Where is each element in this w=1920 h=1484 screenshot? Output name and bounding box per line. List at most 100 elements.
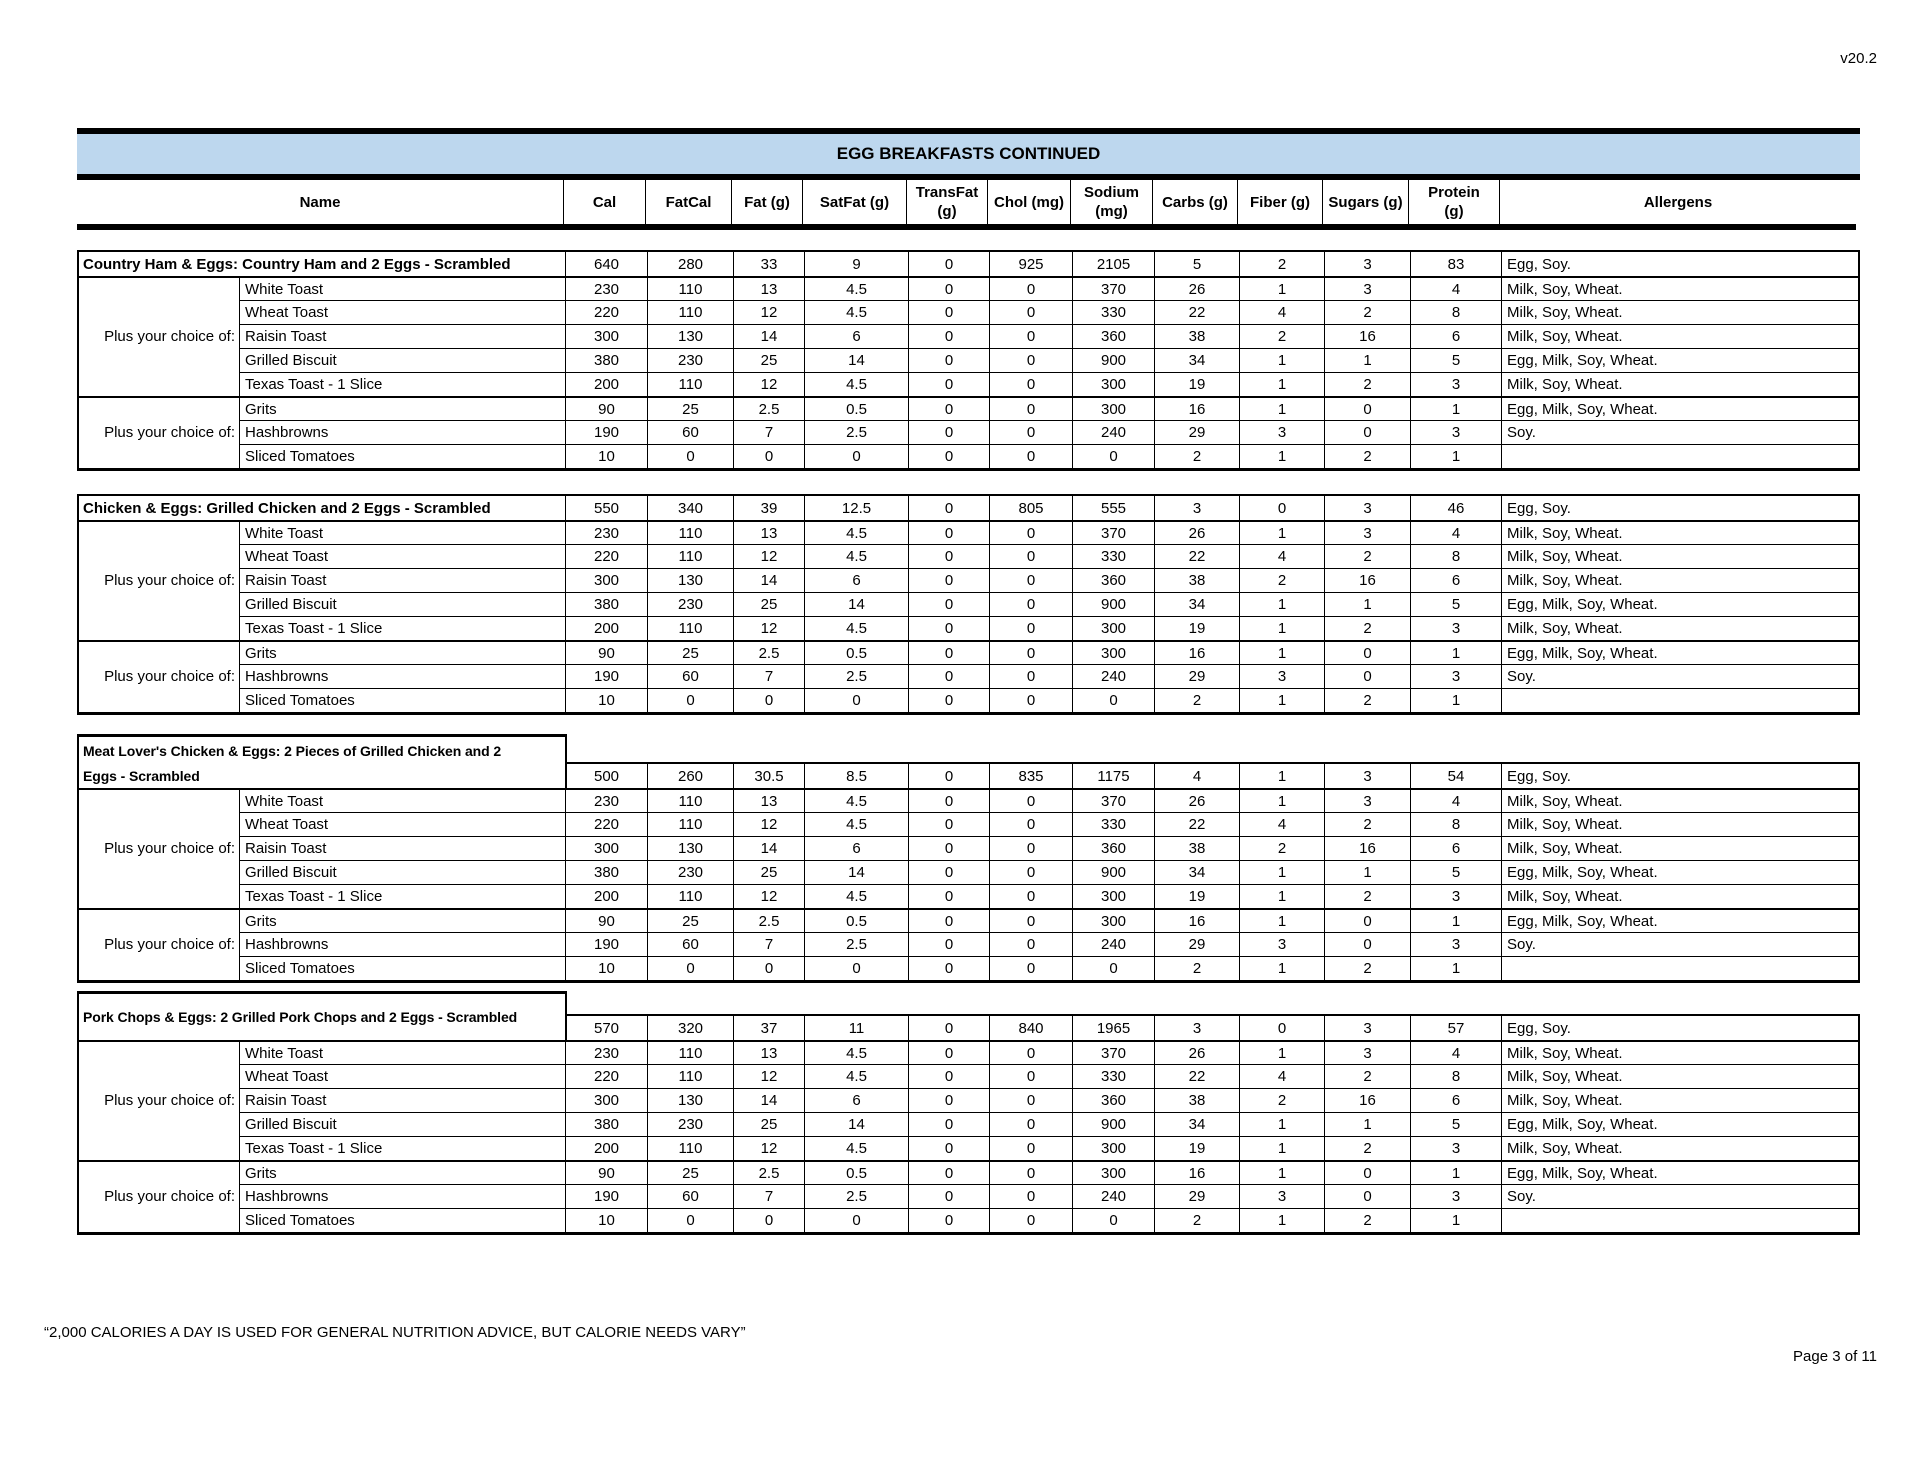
cell-cal: 90 [565,1160,647,1184]
cell-allergens: Egg, Soy. [1501,764,1858,788]
choice-row: Wheat Toast 220 110 12 4.5 0 0 330 22 4 2 8 Milk, So… [79,300,1858,324]
cell-protein: 4 [1410,276,1501,300]
cell-cal: 230 [565,520,647,544]
cell-chol: 0 [989,1136,1072,1160]
cell-name: Wheat Toast [239,812,565,836]
cell-sugars: 0 [1324,932,1410,956]
cell-sodium: 240 [1072,664,1154,688]
cell-fatcal: 110 [647,1064,733,1088]
cell-protein: 46 [1410,496,1501,520]
cell-name: Texas Toast - 1 Slice [239,884,565,908]
cell-allergens: Milk, Soy, Wheat. [1501,300,1858,324]
cell-fat: 12 [733,812,804,836]
cell-allergens [1501,956,1858,980]
cell-fatcal: 130 [647,1088,733,1112]
cell-fat: 0 [733,1208,804,1232]
cell-cal: 380 [565,1112,647,1136]
cell-carbs: 19 [1154,372,1239,396]
cell-name: Grits [239,1160,565,1184]
cell-allergens: Milk, Soy, Wheat. [1501,1136,1858,1160]
cell-name: Grits [239,396,565,420]
cell-carbs: 29 [1154,664,1239,688]
cell-carbs: 34 [1154,860,1239,884]
cell-fiber: 1 [1239,592,1324,616]
cell-fiber: 1 [1239,1112,1324,1136]
cell-cal: 10 [565,956,647,980]
choice-label [79,1064,239,1088]
cell-transfat: 0 [908,860,989,884]
cell-name: Raisin Toast [239,324,565,348]
cell-sodium: 360 [1072,324,1154,348]
cell-satfat: 4.5 [804,1040,908,1064]
cell-sodium: 370 [1072,276,1154,300]
cell-name: Grits [239,908,565,932]
cell-cal: 90 [565,908,647,932]
cell-fat: 12 [733,544,804,568]
cell-cal: 300 [565,836,647,860]
choice-label [79,956,239,980]
menu-section: Meat Lover's Chicken & Eggs: 2 Pieces of… [77,734,1860,983]
cell-fiber: 4 [1239,300,1324,324]
cell-fat: 12 [733,300,804,324]
choice-label [79,884,239,908]
cell-chol: 0 [989,1112,1072,1136]
cell-fat: 7 [733,420,804,444]
cell-sodium: 0 [1072,444,1154,468]
cell-sugars: 1 [1324,1112,1410,1136]
cell-carbs: 22 [1154,1064,1239,1088]
cell-fiber: 1 [1239,372,1324,396]
cell-fiber: 1 [1239,908,1324,932]
cell-satfat: 4.5 [804,884,908,908]
cell-name: Grilled Biscuit [239,348,565,372]
cell-sodium: 0 [1072,956,1154,980]
cell-carbs: 29 [1154,1184,1239,1208]
choice-label [79,1112,239,1136]
cell-fat: 33 [733,252,804,276]
cell-allergens: Soy. [1501,932,1858,956]
cell-fatcal: 260 [647,764,733,788]
cell-protein: 3 [1410,1184,1501,1208]
cell-sodium: 300 [1072,640,1154,664]
cell-sugars: 16 [1324,324,1410,348]
choice-row: Wheat Toast 220 110 12 4.5 0 0 330 22 4 2 8 Milk, So… [79,812,1858,836]
cell-name: Sliced Tomatoes [239,1208,565,1232]
cell-sodium: 1965 [1072,1016,1154,1040]
cell-fiber: 1 [1239,1208,1324,1232]
cell-transfat: 0 [908,788,989,812]
cell-fiber: 0 [1239,496,1324,520]
cell-chol: 0 [989,616,1072,640]
cell-fiber: 1 [1239,884,1324,908]
cell-fat: 0 [733,444,804,468]
choice-label: Plus your choice of: [104,667,235,685]
cell-allergens: Soy. [1501,664,1858,688]
cell-fatcal: 60 [647,1184,733,1208]
column-header-sodium: Sodium (mg) [1070,180,1152,224]
cell-transfat: 0 [908,1208,989,1232]
cell-name: Hashbrowns [239,664,565,688]
cell-cal: 500 [565,764,647,788]
cell-satfat: 6 [804,324,908,348]
cell-allergens: Milk, Soy, Wheat. [1501,1064,1858,1088]
cell-sodium: 300 [1072,1160,1154,1184]
cell-fatcal: 60 [647,420,733,444]
choice-label [79,276,239,300]
cell-satfat: 4.5 [804,276,908,300]
cell-name: Hashbrowns [239,1184,565,1208]
cell-transfat: 0 [908,616,989,640]
cell-satfat: 4.5 [804,372,908,396]
cell-fiber: 3 [1239,932,1324,956]
cell-fatcal: 130 [647,568,733,592]
cell-allergens: Milk, Soy, Wheat. [1501,836,1858,860]
cell-carbs: 22 [1154,300,1239,324]
cell-sugars: 2 [1324,1208,1410,1232]
cell-fat: 2.5 [733,908,804,932]
cell-fat: 25 [733,348,804,372]
cell-fatcal: 110 [647,544,733,568]
choice-label [79,396,239,420]
cell-fat: 2.5 [733,396,804,420]
cell-sugars: 0 [1324,420,1410,444]
cell-sugars: 3 [1324,1040,1410,1064]
cell-protein: 6 [1410,836,1501,860]
cell-satfat: 0 [804,956,908,980]
cell-sugars: 3 [1324,520,1410,544]
